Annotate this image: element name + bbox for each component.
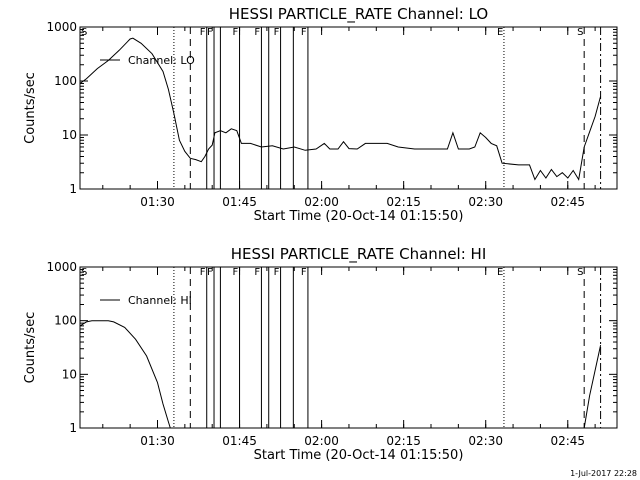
event-marker-label: F xyxy=(274,267,280,278)
event-marker-label: F xyxy=(233,27,239,38)
x-axis-label: Start Time (20-Oct-14 01:15:50) xyxy=(254,448,464,463)
x-tick-label: 01:45 xyxy=(222,434,257,448)
edge-marker-label: S xyxy=(81,267,87,278)
x-tick-label: 02:45 xyxy=(550,195,585,209)
y-tick-label: 1000 xyxy=(46,20,77,34)
event-marker-label: S xyxy=(577,267,583,278)
y-tick-label: 100 xyxy=(54,314,77,328)
chart-title: HESSI PARTICLE_RATE Channel: HI xyxy=(231,245,487,264)
x-tick-label: 01:45 xyxy=(222,195,257,209)
event-marker-label: F xyxy=(274,27,280,38)
y-tick-label: 10 xyxy=(62,128,77,142)
plot-frame xyxy=(79,26,618,190)
event-marker-label: F xyxy=(207,267,213,278)
event-marker-label: F xyxy=(207,27,213,38)
x-tick-label: 02:15 xyxy=(386,195,421,209)
y-tick-label: 10 xyxy=(62,367,77,381)
y-tick-label: 100 xyxy=(54,74,77,88)
event-marker-label: F xyxy=(200,27,206,38)
y-axis-label: Counts/sec xyxy=(23,72,38,144)
plot-frame xyxy=(79,266,618,429)
x-tick-label: 02:30 xyxy=(468,195,503,209)
x-tick-label: 02:30 xyxy=(468,434,503,448)
event-marker-label: E xyxy=(497,27,503,38)
x-tick-label: 01:30 xyxy=(140,434,175,448)
y-axis-label: Counts/sec xyxy=(23,312,38,384)
y-tick-label: 1000 xyxy=(46,260,77,274)
plot-timestamp: 1-Jul-2017 22:28 xyxy=(570,469,637,478)
chart-panel-1: HESSI PARTICLE_RATE Channel: LO 1 10 100 100… xyxy=(23,5,618,224)
chart-title: HESSI PARTICLE_RATE Channel: LO xyxy=(229,5,488,24)
x-tick-label: 02:00 xyxy=(304,434,339,448)
event-marker-label: F xyxy=(254,27,260,38)
event-marker-label: S xyxy=(577,27,583,38)
event-marker-label: F xyxy=(301,27,307,38)
x-tick-label: 02:00 xyxy=(304,195,339,209)
x-tick-label: 01:30 xyxy=(140,195,175,209)
y-tick-label: 1 xyxy=(69,421,77,435)
event-marker-label: F xyxy=(233,267,239,278)
y-tick-label: 1 xyxy=(69,182,77,196)
series-line-1 xyxy=(79,37,602,181)
edge-marker-label: S xyxy=(81,27,87,38)
series-line-1 xyxy=(79,320,602,429)
x-tick-label: 02:15 xyxy=(386,434,421,448)
legend-entry: Channel: LO xyxy=(128,54,195,67)
x-axis-label: Start Time (20-Oct-14 01:15:50) xyxy=(254,209,464,224)
legend-entry: Channel: HI xyxy=(128,294,192,307)
event-marker-label: F xyxy=(254,267,260,278)
chart-panel-2: HESSI PARTICLE_RATE Channel: HI 1 10 100 100… xyxy=(23,245,618,463)
x-tick-label: 02:45 xyxy=(550,434,585,448)
event-marker-label: E xyxy=(497,267,503,278)
event-marker-label: F xyxy=(301,267,307,278)
event-marker-label: F xyxy=(200,267,206,278)
